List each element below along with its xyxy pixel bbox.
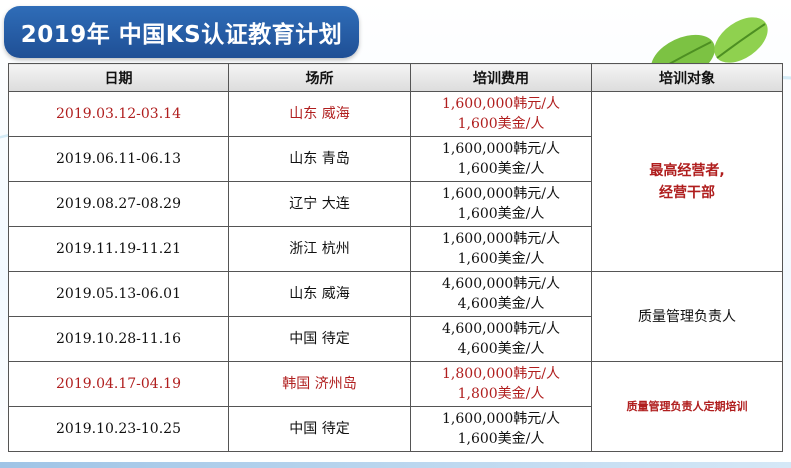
table-header-row: 日期 场所 培训费用 培训对象 xyxy=(8,63,783,92)
header-fee: 培训费用 xyxy=(410,63,592,92)
table-row: 2019.05.13-06.01 山东 威海 4,600,000韩元/人 4,6… xyxy=(8,271,783,362)
fee-usd: 1,600美金/人 xyxy=(457,206,545,222)
fee-cell: 1,800,000韩元/人 1,800美金/人 xyxy=(410,361,592,407)
header-place: 场所 xyxy=(228,63,411,92)
fee-krw: 1,600,000韩元/人 xyxy=(442,186,560,202)
fee-usd: 1,800美金/人 xyxy=(457,386,545,402)
page-title: 2019年 中国KS认证教育计划 xyxy=(4,6,359,58)
fee-cell: 1,600,000韩元/人 1,600美金/人 xyxy=(410,181,592,227)
fee-usd: 1,600美金/人 xyxy=(457,161,545,177)
fee-krw: 1,600,000韩元/人 xyxy=(442,141,560,157)
fee-krw: 1,600,000韩元/人 xyxy=(442,96,560,112)
fee-usd: 1,600美金/人 xyxy=(457,251,545,267)
table-row: 2019.03.12-03.14 山东 威海 1,600,000韩元/人 1,6… xyxy=(8,91,783,272)
fee-cell: 1,600,000韩元/人 1,600美金/人 xyxy=(410,136,592,182)
date-cell: 2019.10.28-11.16 xyxy=(8,316,229,362)
target-line: 最高经营者, xyxy=(649,162,725,179)
fee-cell: 4,600,000韩元/人 4,600美金/人 xyxy=(410,316,592,362)
fee-cell: 1,600,000韩元/人 1,600美金/人 xyxy=(410,406,592,452)
date-cell: 2019.08.27-08.29 xyxy=(8,181,229,227)
fee-cell: 4,600,000韩元/人 4,600美金/人 xyxy=(410,271,592,317)
table-row: 2019.06.11-06.13 山东 青岛 1,600,000韩元/人 1,6… xyxy=(8,136,783,182)
fee-krw: 1,600,000韩元/人 xyxy=(442,231,560,247)
header-target: 培训对象 xyxy=(591,63,783,92)
fee-krw: 4,600,000韩元/人 xyxy=(442,276,560,292)
place-cell: 辽宁 大连 xyxy=(228,181,411,227)
fee-cell: 1,600,000韩元/人 1,600美金/人 xyxy=(410,226,592,272)
target-cell-periodic-training: 质量管理负责人定期培训 xyxy=(591,361,783,452)
target-cell-quality-manager: 质量管理负责人 xyxy=(591,271,783,362)
place-cell: 浙江 杭州 xyxy=(228,226,411,272)
target-cell-executives: 最高经营者, 经营干部 xyxy=(591,91,783,272)
table-row: 2019.10.23-10.25 中国 待定 1,600,000韩元/人 1,6… xyxy=(8,406,783,452)
fee-usd: 4,600美金/人 xyxy=(457,296,545,312)
place-cell: 山东 威海 xyxy=(228,271,411,317)
fee-krw: 1,600,000韩元/人 xyxy=(442,411,560,427)
date-cell: 2019.06.11-06.13 xyxy=(8,136,229,182)
training-plan-table: 日期 场所 培训费用 培训对象 2019.03.12-03.14 山东 威海 1… xyxy=(8,63,783,452)
bottom-decor-strip xyxy=(0,462,791,468)
date-cell: 2019.11.19-11.21 xyxy=(8,226,229,272)
fee-krw: 4,600,000韩元/人 xyxy=(442,321,560,337)
date-cell: 2019.10.23-10.25 xyxy=(8,406,229,452)
fee-usd: 1,600美金/人 xyxy=(457,116,545,132)
date-cell: 2019.04.17-04.19 xyxy=(8,361,229,407)
place-cell: 韩国 济州岛 xyxy=(228,361,411,407)
date-cell: 2019.03.12-03.14 xyxy=(8,91,229,137)
fee-usd: 4,600美金/人 xyxy=(457,341,545,357)
place-cell: 中国 待定 xyxy=(228,406,411,452)
date-cell: 2019.05.13-06.01 xyxy=(8,271,229,317)
place-cell: 中国 待定 xyxy=(228,316,411,362)
header-date: 日期 xyxy=(8,63,229,92)
target-line: 经营干部 xyxy=(659,184,715,201)
fee-krw: 1,800,000韩元/人 xyxy=(442,366,560,382)
table-row: 2019.11.19-11.21 浙江 杭州 1,600,000韩元/人 1,6… xyxy=(8,226,783,272)
table-row: 2019.10.28-11.16 中国 待定 4,600,000韩元/人 4,6… xyxy=(8,316,783,362)
place-cell: 山东 青岛 xyxy=(228,136,411,182)
fee-cell: 1,600,000韩元/人 1,600美金/人 xyxy=(410,91,592,137)
place-cell: 山东 威海 xyxy=(228,91,411,137)
table-row: 2019.04.17-04.19 韩国 济州岛 1,800,000韩元/人 1,… xyxy=(8,361,783,452)
fee-usd: 1,600美金/人 xyxy=(457,431,545,447)
